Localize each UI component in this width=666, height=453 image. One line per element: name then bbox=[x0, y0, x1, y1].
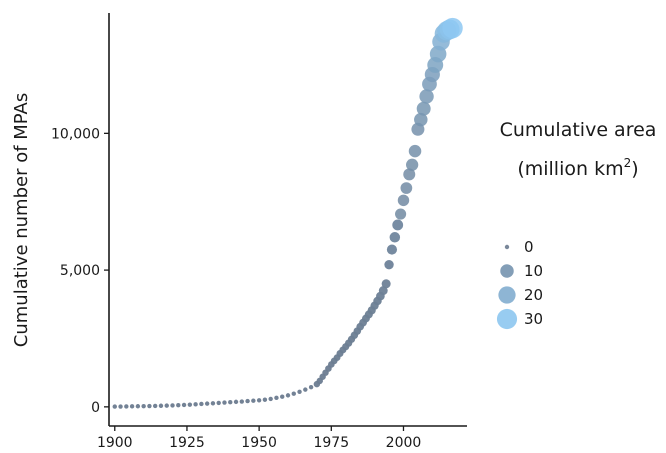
y-tick-label: 5,000 bbox=[60, 263, 100, 279]
data-point bbox=[164, 403, 169, 408]
data-point bbox=[297, 389, 302, 395]
data-point bbox=[406, 158, 419, 171]
data-point bbox=[381, 279, 391, 289]
data-point bbox=[112, 404, 117, 409]
data-point bbox=[395, 208, 407, 220]
data-point bbox=[408, 144, 422, 158]
data-point bbox=[176, 403, 181, 408]
legend-size-key bbox=[504, 244, 510, 250]
legend-title-close: ) bbox=[631, 158, 638, 180]
data-point bbox=[251, 398, 256, 403]
data-point bbox=[152, 403, 158, 409]
data-point bbox=[228, 400, 233, 405]
data-point bbox=[414, 112, 428, 127]
legend-entry-label: 0 bbox=[524, 238, 534, 256]
data-point bbox=[245, 398, 250, 404]
data-point bbox=[181, 402, 187, 408]
data-point bbox=[124, 404, 129, 409]
data-point bbox=[239, 399, 245, 404]
data-point bbox=[268, 396, 273, 402]
y-axis-title: Cumulative number of MPAs bbox=[11, 93, 32, 347]
data-point bbox=[397, 194, 410, 207]
legend-size-key bbox=[500, 264, 514, 278]
x-axis-ticks: 1900 1925 1950 1975 2000 bbox=[97, 426, 421, 451]
data-point bbox=[210, 401, 216, 406]
data-point bbox=[274, 395, 279, 401]
legend-size-key bbox=[498, 286, 516, 304]
data-point bbox=[233, 399, 239, 405]
x-tick-label: 1950 bbox=[241, 435, 277, 451]
legend-entries: 0 10 20 30 bbox=[496, 238, 543, 330]
y-tick-label: 0 bbox=[91, 400, 100, 416]
data-point bbox=[419, 89, 434, 104]
data-point bbox=[256, 398, 262, 403]
y-tick-label: 10,000 bbox=[51, 126, 100, 142]
data-point bbox=[147, 403, 152, 409]
data-point bbox=[158, 403, 164, 408]
data-point bbox=[135, 404, 141, 409]
data-point bbox=[378, 286, 388, 296]
x-tick-label: 1975 bbox=[313, 435, 349, 451]
legend-entry-label: 30 bbox=[524, 310, 543, 328]
x-tick-label: 1925 bbox=[169, 435, 205, 451]
x-tick-label: 1900 bbox=[97, 435, 133, 451]
data-point bbox=[141, 403, 146, 409]
data-point bbox=[222, 400, 227, 405]
legend-entry-label: 20 bbox=[524, 286, 543, 304]
data-point bbox=[216, 400, 221, 406]
data-point bbox=[199, 401, 204, 407]
data-point bbox=[416, 101, 431, 116]
data-point bbox=[308, 384, 314, 390]
y-axis-ticks: 0 5,000 10,000 bbox=[51, 126, 109, 416]
data-point bbox=[280, 394, 285, 399]
legend-title-line1: Cumulative area bbox=[500, 119, 657, 141]
legend: Cumulative area (million km2) 0 10 20 30 bbox=[496, 119, 657, 330]
data-point bbox=[442, 17, 463, 39]
data-points bbox=[112, 17, 463, 409]
data-point bbox=[170, 403, 175, 408]
legend-title-line2: (million km2) bbox=[517, 156, 638, 180]
x-tick-label: 2000 bbox=[386, 435, 422, 451]
data-point bbox=[118, 404, 123, 409]
data-point bbox=[400, 182, 413, 194]
legend-size-key bbox=[496, 308, 518, 330]
data-point bbox=[193, 402, 198, 407]
data-point bbox=[303, 387, 308, 392]
data-point bbox=[403, 168, 416, 181]
data-point bbox=[285, 393, 291, 398]
data-point bbox=[291, 391, 296, 396]
data-point bbox=[389, 232, 401, 243]
data-point bbox=[392, 219, 404, 231]
data-point bbox=[187, 402, 193, 407]
data-point bbox=[386, 244, 398, 255]
data-point bbox=[129, 404, 135, 409]
data-point bbox=[204, 401, 210, 406]
data-point bbox=[262, 397, 268, 402]
legend-entry-label: 10 bbox=[524, 262, 543, 280]
data-point bbox=[384, 259, 394, 270]
legend-title-unit: (million km bbox=[517, 158, 623, 180]
legend-title-superscript: 2 bbox=[624, 156, 632, 170]
